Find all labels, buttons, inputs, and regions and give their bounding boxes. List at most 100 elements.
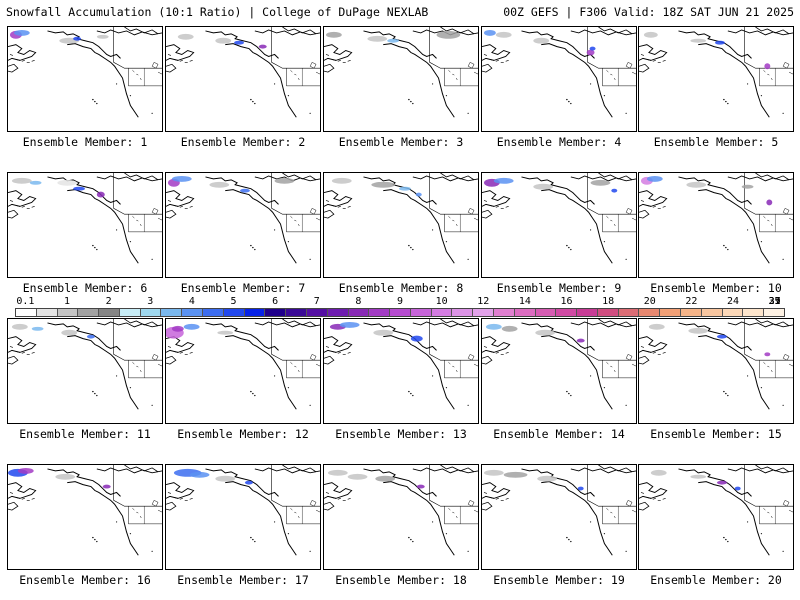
- ensemble-member-map: [7, 172, 163, 278]
- colorbar-swatch: [286, 309, 307, 316]
- ensemble-member-caption: Ensemble Member: 6: [22, 281, 148, 295]
- colorbar-swatch: [618, 309, 640, 316]
- snowfall-map: [639, 465, 793, 569]
- colorbar-tick-label: 3: [147, 296, 154, 307]
- colorbar-swatch: [535, 309, 557, 316]
- ensemble-member-map: [481, 464, 637, 570]
- colorbar-tick-label: 0.1: [16, 296, 35, 307]
- chart-title: Snowfall Accumulation (10:1 Ratio) | Col…: [6, 5, 429, 19]
- snowfall-map: [166, 465, 320, 569]
- colorbar-swatch: [764, 309, 784, 316]
- colorbar-swatch: [161, 309, 183, 316]
- colorbar-tick-label: 35: [768, 296, 781, 307]
- ensemble-member-caption: Ensemble Member: 3: [338, 135, 464, 149]
- snowfall-map: [166, 319, 320, 423]
- colorbar-swatch: [493, 309, 515, 316]
- ensemble-member-map: [7, 26, 163, 132]
- colorbar-swatch: [639, 309, 661, 316]
- colorbar-swatch: [182, 309, 204, 316]
- colorbar-tick-label: 16: [560, 296, 573, 307]
- colorbar-tick-label: 39: [768, 296, 781, 307]
- colorbar-tick-label: 5: [230, 296, 237, 307]
- ensemble-member-caption: Ensemble Member: 7: [180, 281, 306, 295]
- colorbar-swatch: [203, 309, 224, 316]
- colorbar-swatch: [577, 309, 598, 316]
- colorbar-tick-label: 14: [518, 296, 531, 307]
- colorbar-swatch: [743, 309, 765, 316]
- colorbar-swatch: [369, 309, 391, 316]
- ensemble-member-caption: Ensemble Member: 10: [650, 281, 782, 295]
- ensemble-member-caption: Ensemble Member: 5: [653, 135, 779, 149]
- snowfall-map: [166, 27, 320, 131]
- snowfall-colorbar: [15, 308, 785, 317]
- ensemble-member-caption: Ensemble Member: 15: [650, 427, 782, 441]
- colorbar-swatch: [410, 309, 432, 316]
- ensemble-member-caption: Ensemble Member: 11: [19, 427, 151, 441]
- colorbar-swatch: [244, 309, 266, 316]
- colorbar-swatch: [78, 309, 100, 316]
- colorbar-swatch: [514, 309, 536, 316]
- model-run-info: 00Z GEFS | F306 Valid: 18Z SAT JUN 21 20…: [503, 5, 794, 19]
- ensemble-member-caption: Ensemble Member: 1: [22, 135, 148, 149]
- colorbar-tick-label: 24: [726, 296, 739, 307]
- ensemble-member-map: [481, 318, 637, 424]
- snowfall-map: [639, 27, 793, 131]
- colorbar-swatch: [327, 309, 349, 316]
- colorbar-swatch: [348, 309, 370, 316]
- colorbar-swatch: [681, 309, 702, 316]
- colorbar-swatch: [306, 309, 328, 316]
- ensemble-member-map: [7, 464, 163, 570]
- ensemble-member-map: [323, 26, 479, 132]
- colorbar-tick-label: 20: [643, 296, 656, 307]
- colorbar-swatch: [140, 309, 162, 316]
- snowfall-map: [324, 173, 478, 277]
- colorbar-tick-label: 12: [477, 296, 490, 307]
- colorbar-tick-label: 7: [313, 296, 320, 307]
- ensemble-member-map: [638, 26, 794, 132]
- colorbar-labels: 0.1 1 2 3 4 5 6 7 8 9 10 12 14 16 18 20 22 24 27 31 35 39: [15, 296, 785, 308]
- ensemble-member-map: [638, 318, 794, 424]
- colorbar-tick-label: 4: [188, 296, 195, 307]
- ensemble-member-map: [638, 464, 794, 570]
- colorbar-swatch: [722, 309, 744, 316]
- snowfall-map: [8, 173, 162, 277]
- ensemble-member-caption: Ensemble Member: 18: [335, 573, 467, 587]
- colorbar-tick-label: 6: [272, 296, 279, 307]
- ensemble-member-map: [7, 318, 163, 424]
- snowfall-map: [166, 173, 320, 277]
- colorbar-tick-label: 2: [105, 296, 112, 307]
- colorbar-swatch: [556, 309, 578, 316]
- colorbar-swatch: [223, 309, 245, 316]
- colorbar-swatch: [701, 309, 723, 316]
- ensemble-member-map: [481, 26, 637, 132]
- ensemble-member-caption: Ensemble Member: 19: [493, 573, 625, 587]
- ensemble-member-caption: Ensemble Member: 20: [650, 573, 782, 587]
- snowfall-map: [8, 465, 162, 569]
- colorbar-swatch: [597, 309, 619, 316]
- snowfall-map: [639, 173, 793, 277]
- ensemble-member-caption: Ensemble Member: 8: [338, 281, 464, 295]
- ensemble-member-map: [638, 172, 794, 278]
- colorbar-tick-label: 18: [602, 296, 615, 307]
- colorbar-swatch: [660, 309, 681, 316]
- ensemble-member-caption: Ensemble Member: 16: [19, 573, 151, 587]
- ensemble-member-map: [323, 318, 479, 424]
- colorbar-swatch: [390, 309, 411, 316]
- ensemble-member-caption: Ensemble Member: 4: [496, 135, 622, 149]
- colorbar-tick-label: 10: [435, 296, 448, 307]
- ensemble-member-map: [165, 172, 321, 278]
- ensemble-member-map: [165, 464, 321, 570]
- colorbar-tick-label: 8: [355, 296, 362, 307]
- ensemble-member-map: [481, 172, 637, 278]
- snowfall-map: [482, 173, 636, 277]
- ensemble-member-caption: Ensemble Member: 13: [335, 427, 467, 441]
- colorbar-tick-label: 27: [768, 296, 781, 307]
- colorbar-tick-label: 31: [768, 296, 781, 307]
- colorbar-swatch: [57, 309, 79, 316]
- ensemble-member-map: [323, 172, 479, 278]
- snowfall-map: [482, 27, 636, 131]
- ensemble-member-caption: Ensemble Member: 12: [177, 427, 309, 441]
- snowfall-map: [8, 319, 162, 423]
- colorbar-swatch: [119, 309, 141, 316]
- colorbar-swatch: [265, 309, 287, 316]
